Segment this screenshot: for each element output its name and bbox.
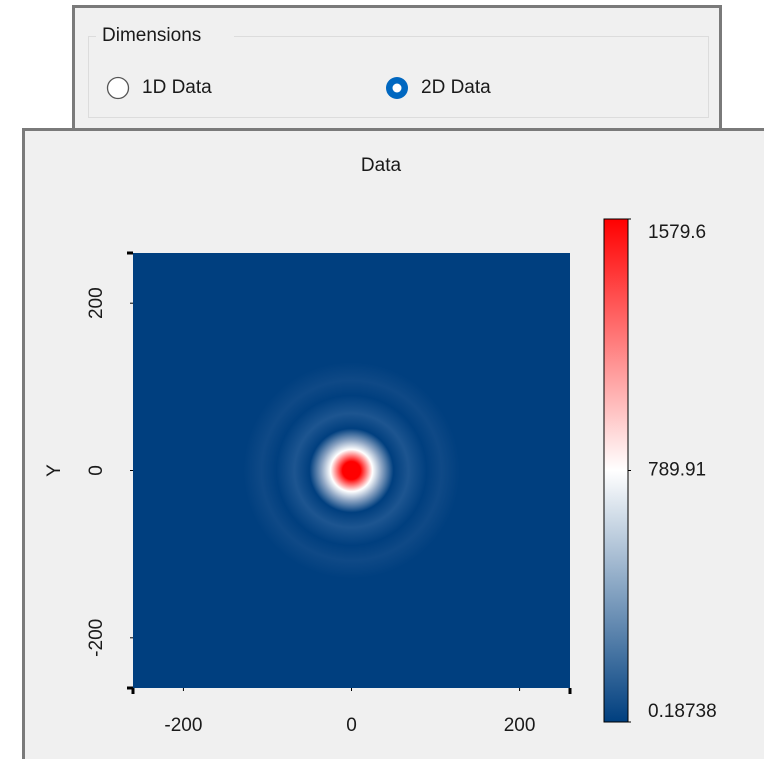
colorbar-tick-label: 1579.6 [648, 222, 706, 243]
chart-title: Data [361, 155, 402, 176]
x-tick-label: 200 [504, 715, 536, 736]
radio-dot [392, 83, 402, 93]
colorbar [603, 218, 629, 723]
y-tick-label: 200 [86, 287, 107, 319]
group-title: Dimensions [102, 25, 201, 46]
heatmap-image [201, 320, 502, 621]
colorbar-tick-label: 789.91 [648, 460, 706, 481]
group-box [88, 36, 709, 118]
radio-label[interactable]: 2D Data [421, 77, 491, 98]
radio-label[interactable]: 1D Data [142, 77, 212, 98]
colorbar-tick-label: 0.18738 [648, 701, 717, 722]
y-tick-label: -200 [86, 619, 107, 657]
legend-bg [96, 24, 234, 48]
x-tick-label: 0 [346, 715, 357, 736]
y-axis-label: Y [44, 464, 65, 477]
y-tick-label: 0 [86, 465, 107, 476]
radio-group: 1D Data 2D Data [106, 76, 491, 100]
chart: -200 0 200 -200 0 200 Y 0.18738 789.91 1579.6 [44, 218, 717, 736]
x-tick-label: -200 [164, 715, 202, 736]
radio-button[interactable] [106, 76, 130, 100]
